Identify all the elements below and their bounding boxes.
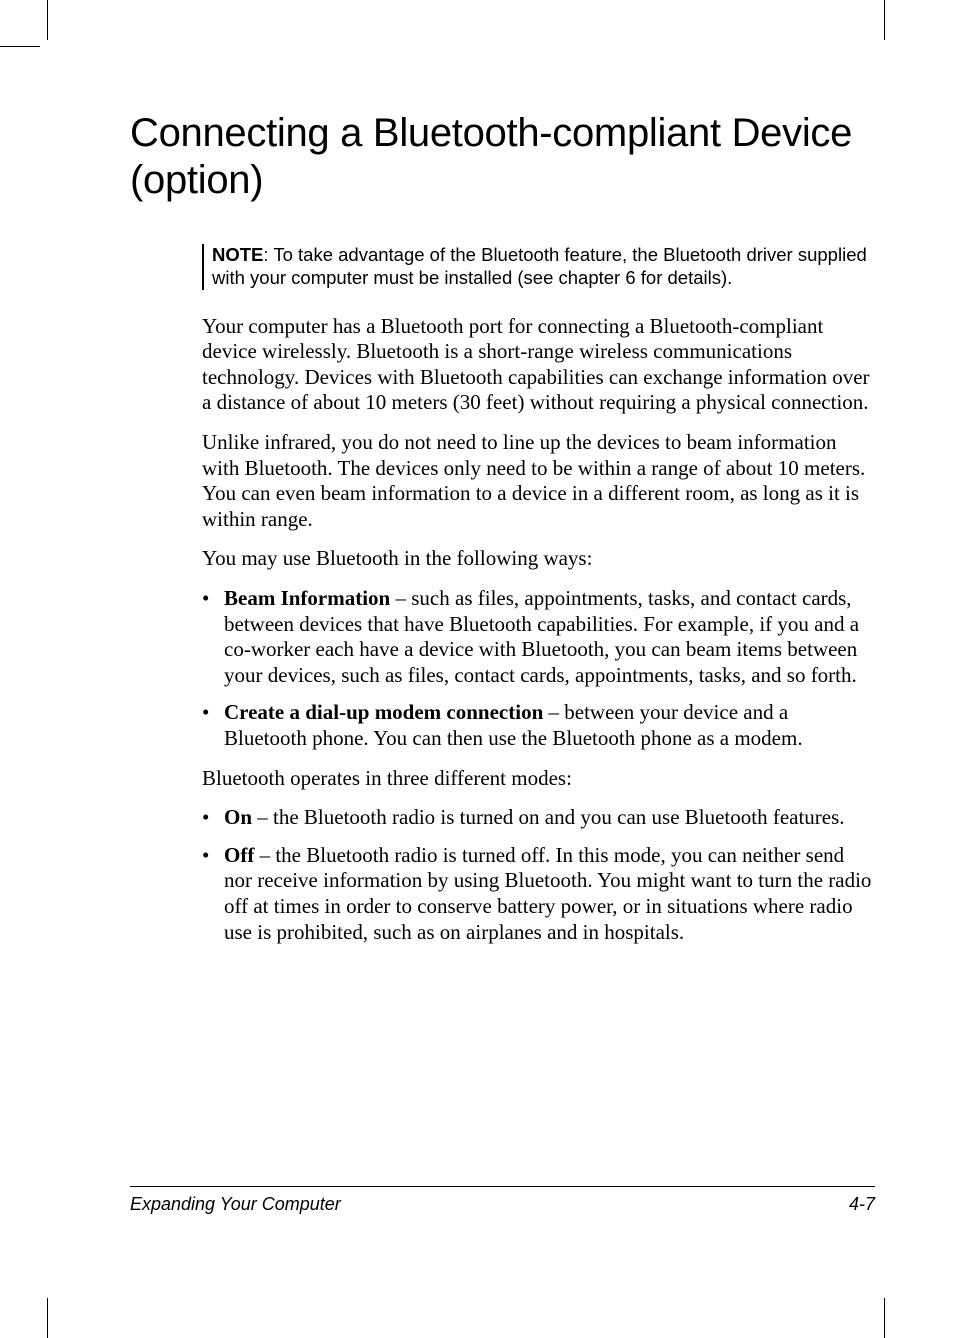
cropmark <box>884 0 885 40</box>
page-footer: Expanding Your Computer 4-7 <box>130 1194 875 1215</box>
list-item: Beam Information – such as files, appoin… <box>202 586 875 688</box>
note-block: NOTE: To take advantage of the Bluetooth… <box>202 244 875 289</box>
list-item: Create a dial-up modem connection – betw… <box>202 700 875 751</box>
paragraph: You may use Bluetooth in the following w… <box>202 546 875 572</box>
paragraph: Unlike infrared, you do not need to line… <box>202 430 875 532</box>
footer-page-number: 4-7 <box>849 1194 875 1215</box>
list-item-term: Beam Information <box>224 586 390 610</box>
list-item-term: On <box>224 805 252 829</box>
cropmark <box>0 46 40 47</box>
list-item-term: Create a dial-up modem connection <box>224 700 543 724</box>
list-item-term: Off <box>224 843 254 867</box>
cropmark <box>47 0 48 40</box>
note-label: NOTE <box>212 244 263 265</box>
list-item: On – the Bluetooth radio is turned on an… <box>202 805 875 831</box>
body: Your computer has a Bluetooth port for c… <box>202 314 875 946</box>
cropmark <box>47 1298 48 1338</box>
modes-list: On – the Bluetooth radio is turned on an… <box>202 805 875 945</box>
paragraph: Your computer has a Bluetooth port for c… <box>202 314 875 416</box>
cropmark <box>884 1298 885 1338</box>
page-content: Connecting a Bluetooth-compliant Device … <box>130 110 875 959</box>
list-item-desc: – the Bluetooth radio is turned off. In … <box>224 843 871 944</box>
paragraph: Bluetooth operates in three different mo… <box>202 766 875 792</box>
note-text: : To take advantage of the Bluetooth fea… <box>212 244 867 288</box>
uses-list: Beam Information – such as files, appoin… <box>202 586 875 752</box>
footer-rule <box>130 1186 875 1187</box>
footer-section-title: Expanding Your Computer <box>130 1194 341 1215</box>
list-item: Off – the Bluetooth radio is turned off.… <box>202 843 875 945</box>
page-title: Connecting a Bluetooth-compliant Device … <box>130 110 875 204</box>
list-item-desc: – the Bluetooth radio is turned on and y… <box>252 805 845 829</box>
